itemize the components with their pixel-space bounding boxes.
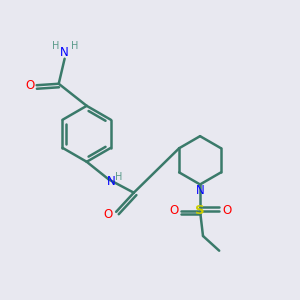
Text: N: N: [107, 175, 116, 188]
Text: O: O: [103, 208, 112, 221]
Text: N: N: [196, 184, 204, 197]
Text: H: H: [52, 41, 59, 51]
Text: O: O: [222, 204, 231, 218]
Text: H: H: [116, 172, 123, 182]
Text: O: O: [26, 79, 35, 92]
Text: O: O: [169, 204, 178, 218]
Text: H: H: [70, 41, 78, 51]
Text: N: N: [60, 46, 69, 59]
Text: S: S: [195, 204, 205, 218]
